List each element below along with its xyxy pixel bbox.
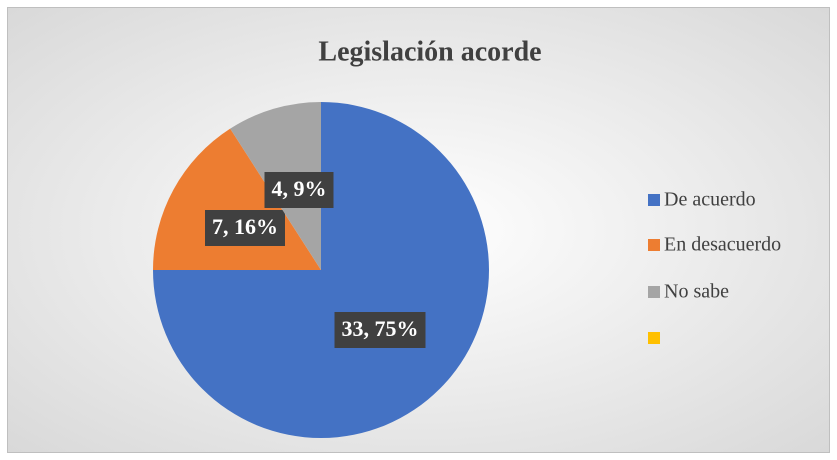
- legend-swatch: [648, 286, 660, 298]
- data-label: 33, 75%: [342, 316, 419, 341]
- legend-swatch: [648, 332, 660, 344]
- legend-label: No sabe: [664, 281, 729, 303]
- legend-label: De acuerdo: [664, 189, 756, 211]
- data-label-box: [205, 210, 285, 246]
- data-label: 4, 9%: [272, 176, 327, 201]
- chart-title: Legislación acorde: [318, 36, 541, 67]
- legend-swatch: [648, 239, 660, 251]
- legend-label: En desacuerdo: [664, 234, 781, 256]
- data-label: 7, 16%: [212, 214, 278, 239]
- data-label-box: [264, 172, 334, 208]
- legend-swatch: [648, 194, 660, 206]
- data-label-box: [334, 312, 426, 348]
